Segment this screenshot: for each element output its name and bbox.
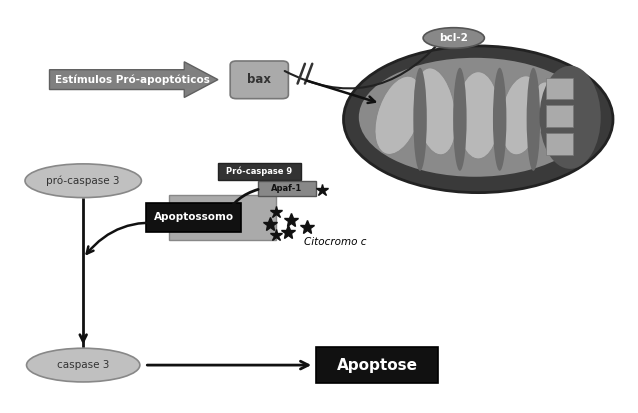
Ellipse shape	[540, 66, 601, 169]
Ellipse shape	[359, 58, 591, 177]
Ellipse shape	[415, 68, 456, 155]
Ellipse shape	[343, 46, 613, 192]
Ellipse shape	[423, 28, 484, 48]
Ellipse shape	[493, 68, 507, 171]
Text: Apoptose: Apoptose	[337, 358, 418, 373]
Text: Pró-caspase 9: Pró-caspase 9	[226, 166, 292, 176]
Text: caspase 3: caspase 3	[57, 360, 109, 370]
Text: bax: bax	[248, 74, 271, 86]
Text: bcl-2: bcl-2	[440, 33, 468, 43]
Ellipse shape	[413, 68, 427, 171]
Ellipse shape	[375, 76, 422, 154]
Polygon shape	[50, 62, 218, 97]
Text: Citocromo c: Citocromo c	[304, 237, 366, 247]
Text: Estímulos Pró-apoptóticos: Estímulos Pró-apoptóticos	[55, 74, 210, 85]
Bar	[218, 163, 300, 180]
Ellipse shape	[27, 348, 140, 382]
Ellipse shape	[457, 72, 500, 159]
Bar	[169, 195, 276, 240]
Bar	[545, 105, 573, 127]
Ellipse shape	[453, 68, 466, 171]
Bar	[258, 181, 316, 196]
Bar	[316, 347, 438, 383]
Bar	[545, 133, 573, 155]
Ellipse shape	[526, 68, 540, 171]
Text: Apoptossomo: Apoptossomo	[154, 212, 234, 223]
Ellipse shape	[501, 76, 542, 155]
Text: Apaf-1: Apaf-1	[271, 184, 302, 193]
Ellipse shape	[25, 164, 142, 197]
Bar	[146, 202, 241, 232]
Circle shape	[154, 207, 184, 227]
Ellipse shape	[533, 82, 570, 149]
Text: pró-caspase 3: pró-caspase 3	[47, 176, 120, 186]
Bar	[545, 78, 573, 100]
FancyBboxPatch shape	[230, 61, 288, 99]
